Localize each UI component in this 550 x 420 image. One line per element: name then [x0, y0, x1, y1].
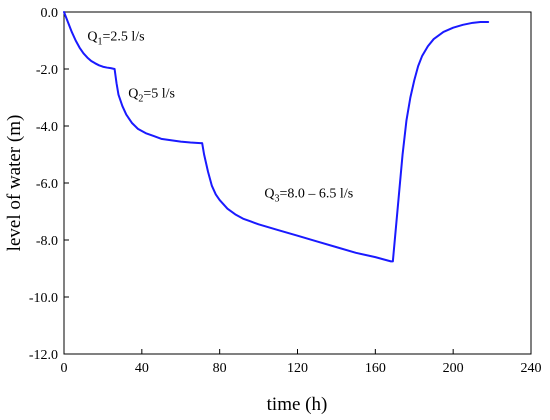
- x-tick-label: 120: [287, 361, 308, 376]
- y-axis-tick-labels: 0.0 -2.0 -4.0 -6.0 -8.0 -10.0 -12.0: [29, 6, 58, 363]
- x-axis-label: time (h): [267, 394, 328, 415]
- annotation-subscript: 1: [97, 37, 102, 48]
- annotation-base: Q: [264, 186, 274, 201]
- y-tick-label: -2.0: [36, 63, 58, 78]
- y-tick-label: -8.0: [36, 234, 58, 249]
- y-tick-label: 0.0: [41, 6, 59, 21]
- flow-rate-annotation-2: Q2=5 l/s: [128, 87, 175, 105]
- x-tick-label: 240: [521, 361, 542, 376]
- x-tick-label: 80: [213, 361, 227, 376]
- x-axis-ticks: [63, 349, 532, 354]
- y-tick-label: -4.0: [36, 120, 58, 135]
- annotation-base: Q: [87, 30, 97, 45]
- plot-frame: [63, 11, 532, 355]
- x-tick-label: 40: [135, 361, 149, 376]
- x-tick-label: 160: [365, 361, 386, 376]
- annotation-text: =8.0 – 6.5 l/s: [280, 186, 354, 201]
- annotation-layer: Q1=2.5 l/sQ2=5 l/sQ3=8.0 – 6.5 l/s: [87, 30, 353, 205]
- x-tick-label: 0: [61, 361, 68, 376]
- y-tick-label: -10.0: [29, 291, 58, 306]
- x-axis-tick-labels: 0 40 80 120 160 200 240: [61, 361, 542, 376]
- annotation-subscript: 3: [275, 193, 280, 204]
- y-axis-label: level of water (m): [4, 115, 25, 252]
- annotation-subscript: 2: [138, 94, 143, 105]
- y-tick-label: -6.0: [36, 177, 58, 192]
- y-axis-ticks: [64, 11, 69, 355]
- flow-rate-annotation-1: Q1=2.5 l/s: [87, 30, 144, 48]
- y-tick-label: -12.0: [29, 348, 58, 363]
- annotation-text: =5 l/s: [143, 87, 175, 102]
- annotation-base: Q: [128, 87, 138, 102]
- series-line-1: [63, 11, 490, 263]
- series-layer: [63, 11, 490, 263]
- flow-rate-annotation-3: Q3=8.0 – 6.5 l/s: [264, 186, 353, 204]
- x-tick-label: 200: [443, 361, 464, 376]
- annotation-text: =2.5 l/s: [102, 30, 144, 45]
